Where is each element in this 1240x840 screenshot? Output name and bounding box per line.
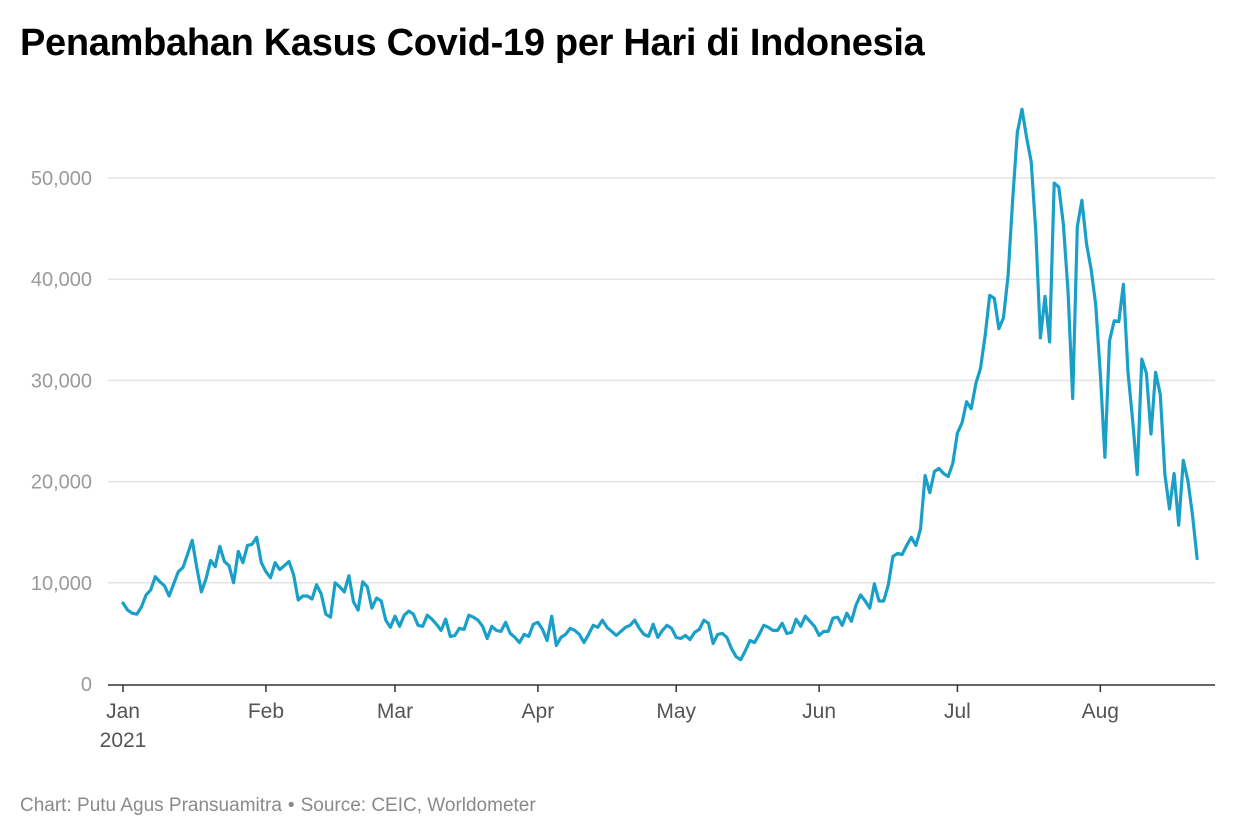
x-tick-label: Apr	[522, 700, 555, 723]
y-tick-label: 30,000	[31, 370, 92, 392]
chart-footer: Chart: Putu Agus Pransuamitra • Source: CE…	[20, 795, 536, 817]
series-layer	[121, 107, 1199, 662]
footer-separator: •	[287, 795, 295, 816]
x-axis-ticks: Jan 2021 Feb Mar Apr May Jun Jul Aug	[100, 685, 1119, 752]
series-line	[121, 107, 1199, 662]
y-tick-label: 40,000	[31, 269, 92, 291]
x-tick-label: Aug	[1082, 700, 1119, 723]
gridlines	[108, 177, 1215, 584]
x-tick-label: Jul	[944, 700, 971, 723]
x-tick-label: Feb	[248, 700, 284, 723]
chart-credit: Chart: Putu Agus Pransuamitra	[20, 795, 282, 816]
y-axis-ticks: 0 10,000 20,000 30,000 40,000 50,000	[31, 168, 92, 696]
y-tick-label: 20,000	[31, 472, 92, 494]
x-tick-label: May	[656, 700, 696, 723]
y-tick-label: 10,000	[31, 573, 92, 595]
y-tick-label: 0	[81, 674, 92, 696]
y-tick-label: 50,000	[31, 168, 92, 190]
page-title: Penambahan Kasus Covid-19 per Hari di In…	[20, 22, 925, 64]
x-tick-label: Jan	[106, 700, 140, 723]
x-tick-sublabel: 2021	[100, 729, 147, 752]
x-tick-label: Jun	[802, 700, 836, 723]
x-tick-label: Mar	[377, 700, 413, 723]
chart-source: Source: CEIC, Worldometer	[300, 795, 536, 816]
